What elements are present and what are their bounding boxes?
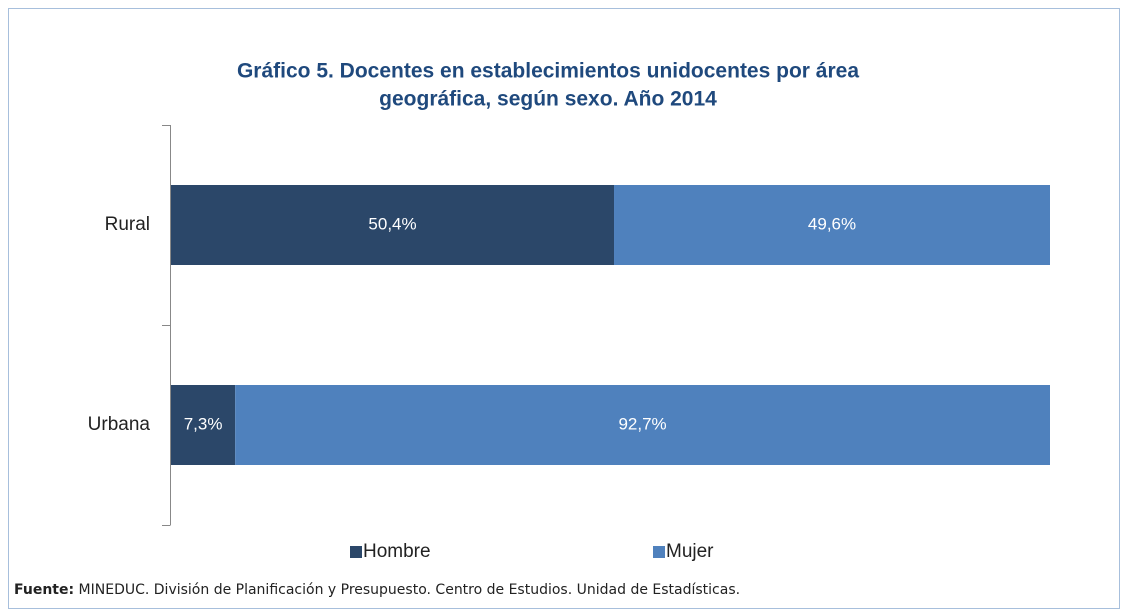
- chart-border: [8, 8, 1120, 609]
- value-label: 7,3%: [184, 414, 223, 433]
- chart-title: geográfica, según sexo. Año 2014: [379, 88, 717, 111]
- source-label: Fuente:: [14, 582, 74, 598]
- bar-segment: [614, 185, 1050, 265]
- value-label: 49,6%: [808, 214, 856, 233]
- bar-segment: [235, 385, 1051, 465]
- bar-segment: [171, 185, 615, 265]
- legend-swatch: [653, 546, 665, 558]
- category-axis: [162, 125, 171, 526]
- category-label: Urbana: [88, 414, 151, 435]
- value-label: 50,4%: [368, 214, 416, 233]
- legend-label: Mujer: [666, 541, 714, 562]
- source-text: MINEDUC. División de Planificación y Pre…: [79, 582, 741, 598]
- source: Fuente: MINEDUC. División de Planificaci…: [14, 582, 740, 598]
- legend-label: Hombre: [363, 541, 431, 562]
- category-label: Rural: [105, 214, 150, 235]
- value-label: 92,7%: [618, 414, 666, 433]
- legend-swatch: [350, 546, 362, 558]
- bar-segment: [171, 385, 236, 465]
- chart-title: Gráfico 5. Docentes en establecimientos …: [237, 60, 859, 83]
